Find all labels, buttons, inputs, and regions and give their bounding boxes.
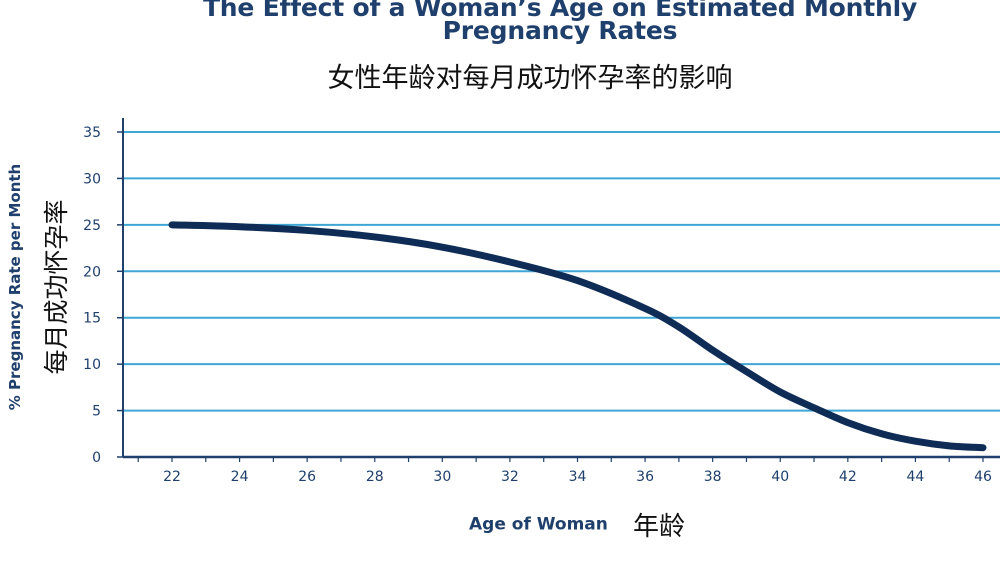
- x-tick-label-30: 30: [433, 469, 451, 485]
- x-tick-label-40: 40: [771, 469, 789, 485]
- y-tick-label-0: 0: [92, 450, 101, 466]
- chart-subtitle: 女性年龄对每月成功怀孕率的影响: [327, 63, 733, 94]
- chart-title-line-2: Pregnancy Rates: [442, 16, 678, 45]
- chart-title: The Effect of a Woman’s Age on Estimated…: [0, 0, 1007, 45]
- x-tick-label-24: 24: [231, 469, 249, 485]
- x-tick-label-22: 22: [163, 469, 181, 485]
- y-tick-label-25: 25: [83, 218, 101, 234]
- y-tick-label-15: 15: [83, 311, 101, 327]
- x-tick-label-38: 38: [704, 469, 722, 485]
- x-tick-label-32: 32: [501, 469, 519, 485]
- series-layer: [168, 221, 987, 452]
- y-tick-labels: 0 5 10 15 20 25 30 35: [83, 125, 101, 466]
- y-tick-label-35: 35: [83, 125, 101, 141]
- x-axis-label-zh: 年龄: [632, 512, 685, 542]
- x-tick-label-28: 28: [366, 469, 384, 485]
- x-tick-label-34: 34: [569, 469, 587, 485]
- chart-title-line-1: The Effect of a Woman’s Age on Estimated…: [202, 0, 918, 22]
- y-tick-label-20: 20: [83, 264, 101, 280]
- x-tick-label-42: 42: [839, 469, 857, 485]
- x-axis-label-group: Age of Woman 年龄: [469, 506, 685, 543]
- axes: [117, 118, 1000, 462]
- x-axis-label: Age of Woman: [469, 514, 608, 535]
- y-axis-label-zh: 每月成功怀孕率: [42, 199, 71, 375]
- gridlines: [123, 131, 1000, 412]
- pregnancy-rate-line: [168, 221, 987, 452]
- y-axis-label: % Pregnancy Rate per Month: [6, 163, 24, 411]
- x-tick-label-36: 36: [636, 469, 654, 485]
- x-tick-label-46: 46: [974, 469, 992, 485]
- x-tick-label-26: 26: [298, 469, 316, 485]
- x-tick-labels: 22 24 26 28 30 32 34 36 38 40 42 44 46: [163, 469, 992, 485]
- x-tick-label-44: 44: [907, 469, 925, 485]
- y-tick-label-5: 5: [92, 404, 101, 420]
- y-tick-label-30: 30: [83, 171, 101, 187]
- y-tick-label-10: 10: [83, 357, 101, 373]
